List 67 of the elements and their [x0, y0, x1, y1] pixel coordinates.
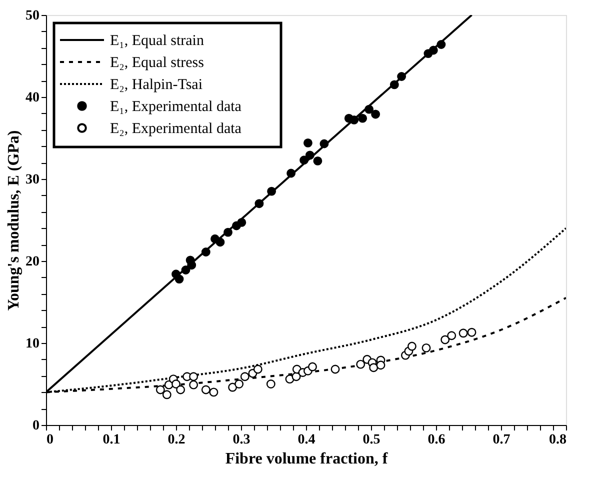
point: [364, 104, 374, 114]
point: [209, 388, 218, 397]
y-axis-title: Young's modulus, E (GPa): [6, 130, 22, 311]
y-tick-label: 50: [26, 8, 40, 24]
point: [305, 150, 314, 160]
point: [467, 328, 476, 337]
point: [189, 380, 198, 390]
point: [407, 342, 416, 351]
point: [224, 228, 232, 237]
point: [201, 385, 210, 394]
x-tick-label: 0.6: [428, 432, 446, 448]
point: [308, 362, 317, 372]
legend-label: E₂, Equal stress: [110, 55, 204, 71]
point: [286, 168, 296, 178]
point: [254, 199, 264, 208]
y-tick-label: 20: [26, 254, 40, 270]
point: [216, 238, 225, 247]
x-tick-label: 0.7: [492, 432, 510, 448]
point: [369, 363, 378, 372]
point: [303, 138, 312, 148]
point: [234, 380, 244, 388]
legend-label: E₂, Halpin-Tsai: [110, 77, 202, 93]
point: [174, 274, 184, 284]
point: [330, 364, 340, 374]
point: [458, 328, 468, 338]
x-tick-label: 0.2: [168, 432, 186, 448]
point: [240, 372, 250, 382]
point: [428, 46, 438, 55]
x-tick-label: 0.8: [549, 432, 566, 448]
x-tick-label: 0: [46, 432, 54, 448]
y-tick-label: 30: [26, 172, 40, 188]
point: [162, 390, 172, 400]
point: [300, 156, 309, 165]
point: [189, 372, 198, 382]
point: [397, 72, 406, 81]
x-tick-label: 0.3: [232, 432, 250, 448]
point: [201, 248, 210, 256]
point: [447, 331, 456, 340]
point: [440, 335, 450, 344]
point: [376, 360, 386, 370]
x-axis-title: Fibre volume fraction, f: [225, 450, 388, 468]
legend-label: E₁, Equal strain: [110, 33, 204, 49]
point: [390, 80, 399, 90]
point: [181, 266, 190, 274]
point: [436, 40, 446, 49]
y-tick-label: 40: [26, 90, 40, 106]
point: [267, 186, 276, 196]
point: [358, 114, 368, 123]
point: [187, 260, 196, 270]
legend-label: E₁, Experimental data: [110, 99, 242, 115]
point: [320, 139, 329, 148]
point: [313, 156, 322, 166]
point: [176, 385, 186, 394]
point: [371, 110, 380, 119]
legend-label: E₂, Experimental data: [110, 121, 242, 137]
point: [422, 343, 431, 352]
point: [266, 380, 276, 388]
point: [237, 218, 246, 227]
x-tick-label: 0.4: [298, 432, 316, 448]
x-tick-label: 0.1: [102, 432, 120, 448]
point: [172, 380, 180, 388]
x-tick-label: 0.5: [362, 432, 380, 448]
y-tick-label: 10: [26, 336, 40, 352]
point: [356, 360, 366, 369]
point: [253, 364, 262, 374]
y-tick-label: 0: [32, 418, 40, 434]
point: [156, 385, 165, 394]
